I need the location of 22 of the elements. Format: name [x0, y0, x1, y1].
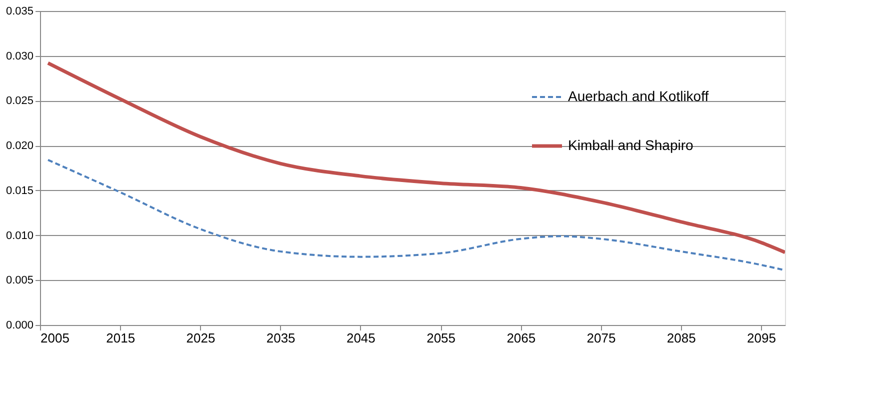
- y-tick-label: 0.010: [6, 230, 34, 242]
- legend-label: Auerbach and Kotlikoff: [568, 88, 709, 104]
- x-tick-label: 2045: [346, 330, 376, 346]
- y-tick-label: 0.025: [6, 95, 34, 108]
- y-tick-label: 0.005: [6, 274, 34, 287]
- y-tick-label: 0.020: [6, 140, 34, 152]
- x-tick-label: 2055: [426, 330, 456, 346]
- x-tick-label: 2095: [747, 330, 776, 346]
- y-tick-label: 0.000: [6, 320, 34, 332]
- line-series: [47, 158, 785, 272]
- x-tick-label: 2085: [666, 330, 696, 346]
- x-tick-label: 2025: [186, 330, 216, 346]
- y-tick-label: 0.030: [6, 50, 34, 62]
- x-tick-label: 2015: [106, 330, 136, 346]
- y-tick-label: 0.035: [6, 6, 34, 18]
- line-series: [46, 61, 785, 254]
- x-tick-label: 2005: [40, 330, 70, 346]
- y-tick-label: 0.015: [6, 184, 34, 197]
- x-tick-label: 2065: [506, 330, 536, 346]
- x-tick-label: 2075: [586, 330, 616, 346]
- legend-label: Kimball and Shapiro: [568, 137, 694, 153]
- x-tick-label: 2035: [266, 330, 296, 346]
